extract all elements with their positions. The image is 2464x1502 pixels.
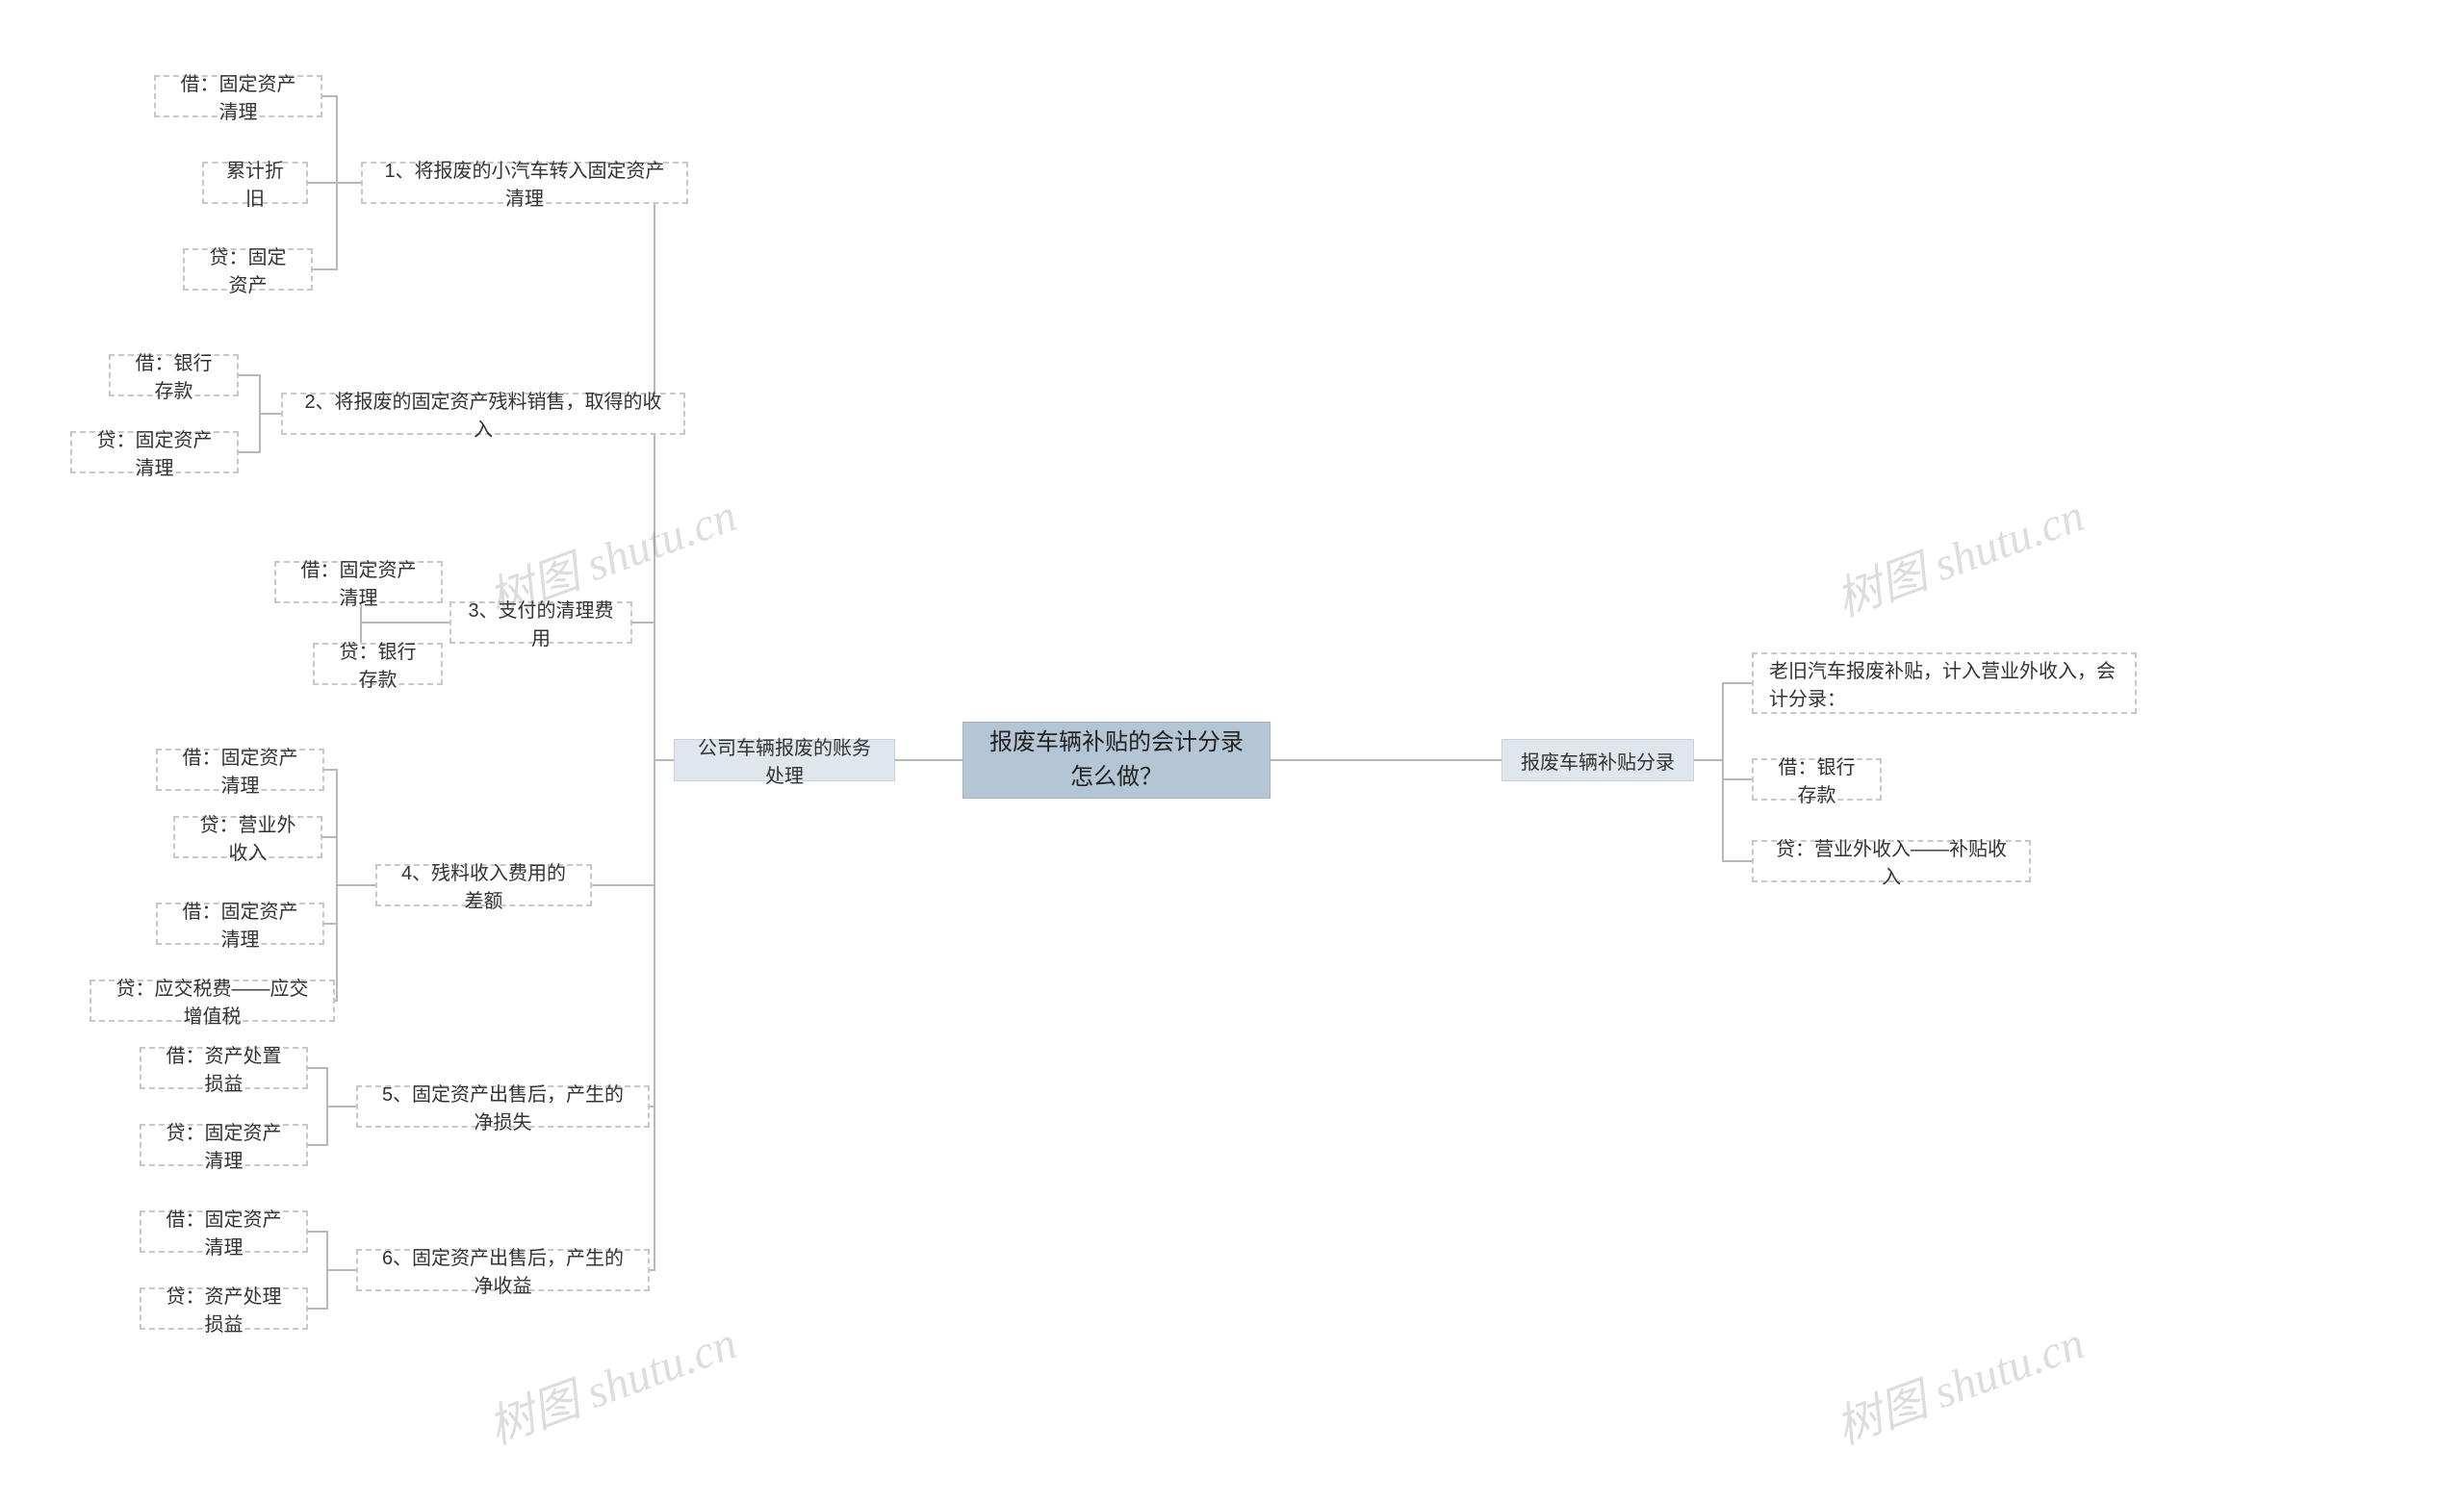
right-leaf-1[interactable]: 借：银行存款 xyxy=(1752,758,1882,801)
left-sub-5-leaf-1[interactable]: 贷：固定资产清理 xyxy=(140,1124,308,1166)
right-leaf-0[interactable]: 老旧汽车报废补贴，计入营业外收入，会计分录： xyxy=(1752,652,2137,714)
left-sub-4-leaf-1[interactable]: 贷：营业外收入 xyxy=(173,816,322,858)
leaf-label: 借：固定资产清理 xyxy=(157,1204,291,1260)
leaf-label: 借：银行存款 xyxy=(1769,751,1864,807)
leaf-label: 借：资产处置损益 xyxy=(157,1040,291,1096)
watermark: 树图 shutu.cn xyxy=(477,1305,744,1457)
leaf-label: 贷：固定资产 xyxy=(200,242,295,297)
root-label: 报废车辆补贴的会计分录怎么做？ xyxy=(979,726,1254,795)
left-sub-2[interactable]: 2、将报废的固定资产残料销售，取得的收入 xyxy=(281,393,685,435)
right-leaf-2[interactable]: 贷：营业外收入——补贴收入 xyxy=(1752,840,2031,882)
left-sub-2-leaf-1[interactable]: 贷：固定资产清理 xyxy=(70,431,239,473)
leaf-label: 借：固定资产清理 xyxy=(173,742,307,798)
left-sub-2-leaf-0[interactable]: 借：银行存款 xyxy=(109,354,239,396)
leaf-label: 贷：营业外收入 xyxy=(191,809,305,865)
watermark: 树图 shutu.cn xyxy=(1825,477,2092,629)
left-sub-5-leaf-0[interactable]: 借：资产处置损益 xyxy=(140,1047,308,1089)
left-sub-4-label: 4、残料收入费用的差额 xyxy=(393,857,575,913)
left-sub-6-label: 6、固定资产出售后，产生的净收益 xyxy=(373,1242,632,1298)
left-sub-4-leaf-3[interactable]: 贷：应交税费——应交增值税 xyxy=(90,980,335,1022)
leaf-label: 贷：应交税费——应交增值税 xyxy=(107,973,318,1029)
left-sub-6-leaf-1[interactable]: 贷：资产处理损益 xyxy=(140,1287,308,1330)
left-sub-3-leaf-1[interactable]: 贷：银行存款 xyxy=(313,643,443,685)
left-sub-1-leaf-0[interactable]: 借：固定资产清理 xyxy=(154,75,322,117)
left-sub-1-leaf-2[interactable]: 贷：固定资产 xyxy=(183,248,313,291)
left-sub-4[interactable]: 4、残料收入费用的差额 xyxy=(375,864,592,906)
left-sub-1[interactable]: 1、将报废的小汽车转入固定资产清理 xyxy=(361,162,688,204)
leaf-label: 累计折旧 xyxy=(219,155,291,211)
left-sub-1-label: 1、将报废的小汽车转入固定资产清理 xyxy=(378,155,671,211)
root-node[interactable]: 报废车辆补贴的会计分录怎么做？ xyxy=(962,722,1270,799)
left-sub-6-leaf-0[interactable]: 借：固定资产清理 xyxy=(140,1210,308,1253)
watermark: 树图 shutu.cn xyxy=(1825,1305,2092,1457)
leaf-label: 借：固定资产清理 xyxy=(171,68,305,124)
left-sub-6[interactable]: 6、固定资产出售后，产生的净收益 xyxy=(356,1249,650,1291)
leaf-label: 贷：固定资产清理 xyxy=(88,424,221,480)
left-sub-2-label: 2、将报废的固定资产残料销售，取得的收入 xyxy=(298,386,668,442)
left-branch-label: 公司车辆报废的账务处理 xyxy=(690,732,879,788)
left-sub-5-label: 5、固定资产出售后，产生的净损失 xyxy=(373,1079,632,1134)
left-sub-4-leaf-2[interactable]: 借：固定资产清理 xyxy=(156,903,324,945)
right-branch[interactable]: 报废车辆补贴分录 xyxy=(1502,739,1694,781)
left-sub-5[interactable]: 5、固定资产出售后，产生的净损失 xyxy=(356,1085,650,1128)
right-branch-label: 报废车辆补贴分录 xyxy=(1521,747,1675,775)
leaf-label: 借：银行存款 xyxy=(126,347,221,403)
leaf-label: 借：固定资产清理 xyxy=(292,554,425,610)
left-branch[interactable]: 公司车辆报废的账务处理 xyxy=(674,739,895,781)
left-sub-4-leaf-0[interactable]: 借：固定资产清理 xyxy=(156,749,324,791)
leaf-label: 借：固定资产清理 xyxy=(173,896,307,952)
leaf-label: 老旧汽车报废补贴，计入营业外收入，会计分录： xyxy=(1769,655,2119,711)
left-sub-1-leaf-1[interactable]: 累计折旧 xyxy=(202,162,308,204)
leaf-label: 贷：银行存款 xyxy=(330,636,425,692)
leaf-label: 贷：资产处理损益 xyxy=(157,1281,291,1337)
leaf-label: 贷：固定资产清理 xyxy=(157,1117,291,1173)
leaf-label: 贷：营业外收入——补贴收入 xyxy=(1769,833,2014,889)
left-sub-3-leaf-0[interactable]: 借：固定资产清理 xyxy=(274,561,443,603)
